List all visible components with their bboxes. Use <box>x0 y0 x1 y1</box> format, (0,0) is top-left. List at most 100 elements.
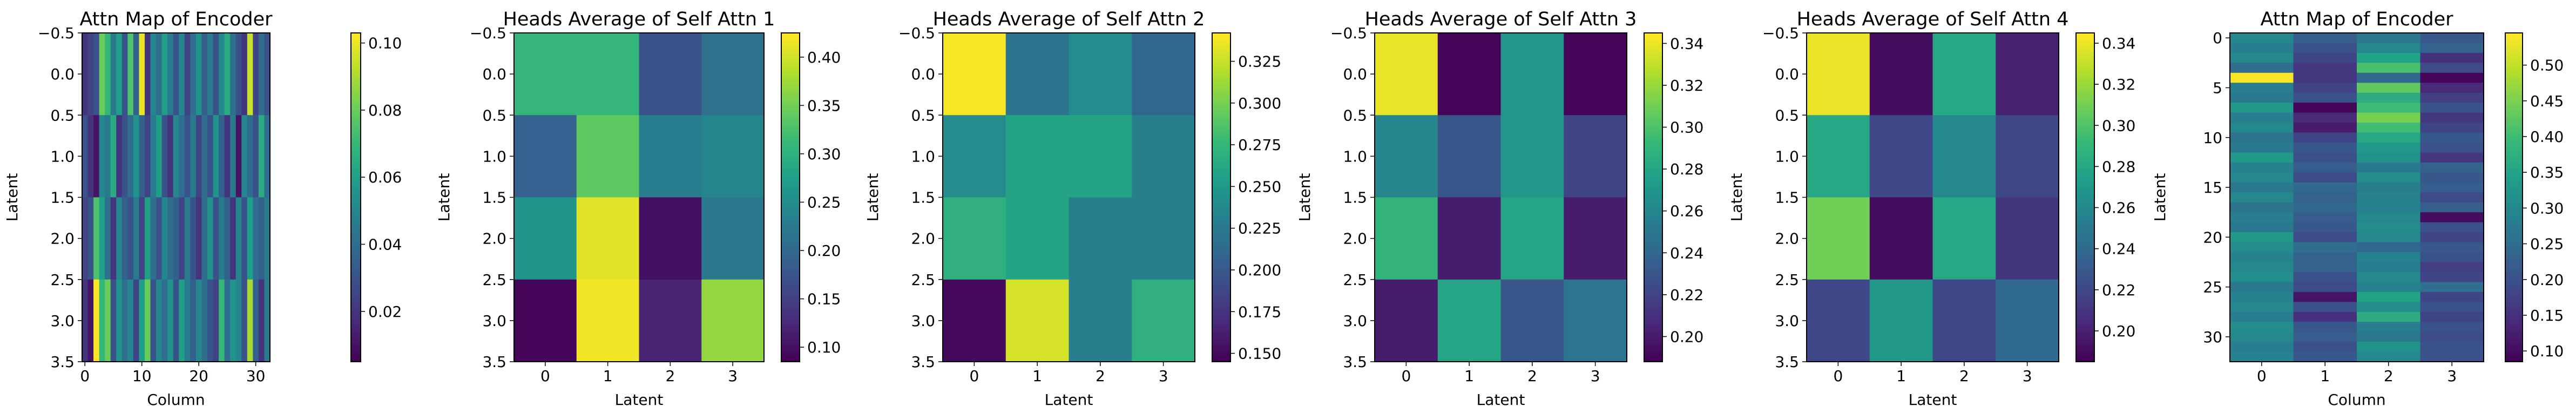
colorbar-tick-label: 0.10 <box>2530 342 2564 360</box>
y-axis-label: Latent <box>864 173 882 222</box>
colorbar-tick-label: 0.175 <box>1238 303 1281 321</box>
heatmap-cell <box>1069 279 1132 362</box>
heatmap-cell <box>2230 272 2294 282</box>
heatmap-cell <box>701 115 765 198</box>
colorbar-band <box>351 301 361 305</box>
colorbar-band <box>2076 98 2094 102</box>
colorbar-band <box>1212 57 1230 61</box>
colorbar-band <box>781 350 800 354</box>
colorbar-band <box>781 315 800 319</box>
colorbar-band <box>781 258 800 261</box>
x-tick-label: 1 <box>1464 367 1474 385</box>
colorbar-band <box>2076 167 2094 171</box>
colorbar-band <box>1644 211 1662 214</box>
heatmap-cell <box>2293 123 2357 133</box>
colorbar-band <box>2505 205 2523 209</box>
heatmap-cell <box>2230 83 2294 93</box>
colorbar-band <box>2505 301 2523 305</box>
colorbar-band <box>351 115 361 119</box>
colorbar-band <box>781 230 800 234</box>
chart-title: Heads Average of Self Attn 3 <box>1365 9 1637 30</box>
colorbar-band <box>1212 326 1230 329</box>
x-axis-label: Latent <box>615 391 664 409</box>
y-tick-label: 2.0 <box>50 230 75 248</box>
y-tick-label: 1.5 <box>482 189 506 207</box>
heatmap-cell <box>127 33 134 116</box>
colorbar-band <box>2505 304 2523 308</box>
colorbar-band <box>1644 139 1662 143</box>
colorbar-band <box>2076 178 2094 181</box>
colorbar-band <box>2076 131 2094 135</box>
colorbar-band <box>1644 358 1662 362</box>
colorbar-band <box>781 49 800 53</box>
heatmap-cell <box>1869 279 1933 362</box>
colorbar-band <box>2076 342 2094 346</box>
heatmap-cell <box>1069 33 1132 116</box>
colorbar-band <box>2076 268 2094 272</box>
colorbar-band <box>1212 320 1230 324</box>
colorbar-band <box>2505 101 2523 105</box>
colorbar-band <box>2505 71 2523 74</box>
heatmap-cell <box>2230 63 2294 73</box>
heatmap-cell <box>2420 351 2484 362</box>
colorbar-band <box>1212 249 1230 253</box>
heatmap-cell <box>184 33 191 116</box>
heatmap-cell <box>2357 232 2421 243</box>
chart-title: Heads Average of Self Attn 1 <box>503 9 775 30</box>
colorbar-band <box>1644 46 1662 50</box>
colorbar-band <box>351 71 361 74</box>
colorbar-band <box>2076 115 2094 119</box>
heatmap-cell <box>1564 197 1627 280</box>
colorbar-band <box>1644 340 1662 343</box>
colorbar-band <box>781 164 800 168</box>
colorbar-band <box>2505 342 2523 346</box>
colorbar-band <box>1644 252 1662 255</box>
colorbar-band <box>1644 202 1662 206</box>
colorbar-band <box>781 320 800 324</box>
colorbar-band <box>2076 36 2094 39</box>
x-tick-label: 3 <box>2023 367 2032 385</box>
colorbar-band <box>781 227 800 231</box>
colorbar-band <box>781 279 800 283</box>
colorbar-band <box>781 145 800 148</box>
colorbar-band <box>351 284 361 288</box>
colorbar-band <box>2076 353 2094 357</box>
heatmap-cell <box>264 279 271 362</box>
colorbar-band <box>1212 115 1230 119</box>
colorbar-band <box>1644 186 1662 190</box>
heatmap-cell <box>1375 115 1438 198</box>
heatmap-cell <box>2293 132 2357 143</box>
colorbar-band <box>2505 356 2523 360</box>
colorbar-band <box>2076 287 2094 291</box>
heatmap-cell <box>2230 212 2294 223</box>
colorbar-band <box>1644 307 1662 310</box>
colorbar-band <box>2076 118 2094 121</box>
colorbar-band <box>781 293 800 297</box>
heatmap-cell <box>2293 342 2357 353</box>
colorbar-band <box>1644 230 1662 234</box>
colorbar-band <box>351 96 361 99</box>
colorbar-band <box>781 167 800 171</box>
colorbar-band <box>781 46 800 50</box>
colorbar-band <box>1644 87 1662 91</box>
heatmap-cell <box>224 33 231 116</box>
colorbar-band <box>1644 323 1662 327</box>
heatmap-cell <box>2293 182 2357 193</box>
colorbar-band <box>781 192 800 195</box>
heatmap-cell <box>1500 279 1564 362</box>
heatmap-cell <box>258 115 265 198</box>
colorbar-band <box>2505 299 2523 302</box>
colorbar-band <box>1212 230 1230 234</box>
heatmap-panel-6: Attn Map of Encoder 0 1 2 3 Column 0 5 10 15 20 25 3… <box>2151 9 2564 409</box>
colorbar-band <box>781 36 800 39</box>
y-tick-label: 20 <box>2203 228 2222 246</box>
colorbar-band <box>2505 137 2523 140</box>
colorbar-band <box>1644 208 1662 212</box>
heatmap-cell <box>2230 192 2294 203</box>
heatmap-cell <box>1375 197 1438 280</box>
colorbar-band <box>351 170 361 173</box>
colorbar-tick-label: 0.30 <box>2102 117 2135 134</box>
colorbar-band <box>351 317 361 321</box>
x-tick-label: 1 <box>2320 367 2330 385</box>
colorbar-band <box>781 63 800 66</box>
